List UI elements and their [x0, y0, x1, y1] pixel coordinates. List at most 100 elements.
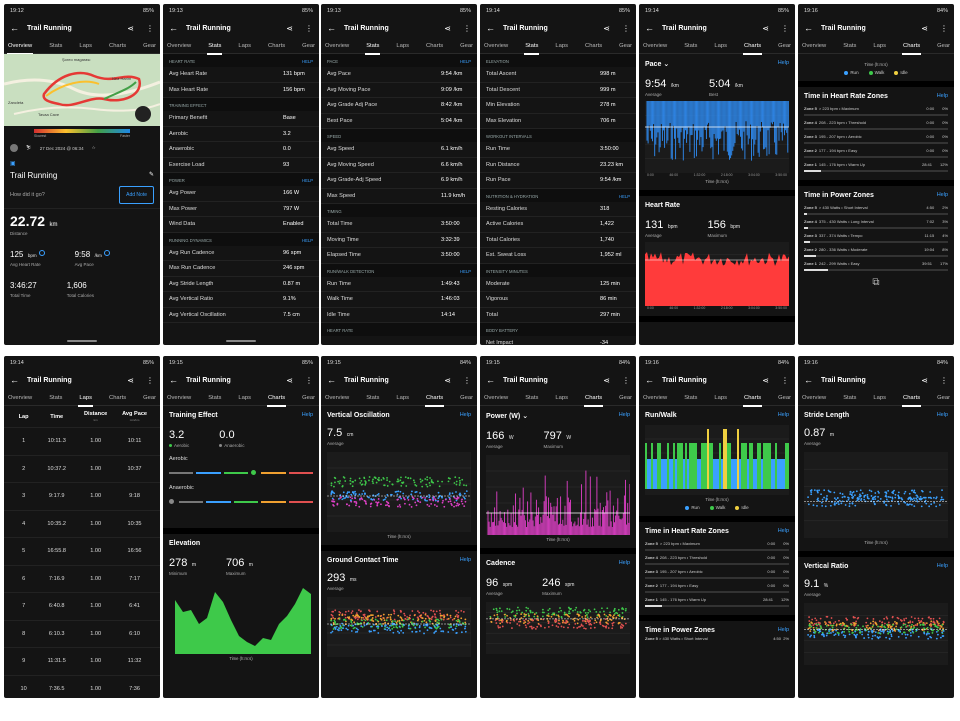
tab-overview[interactable]: Overview [325, 394, 350, 401]
help-link[interactable]: Help [777, 60, 789, 66]
share-icon[interactable]: ⋖ [603, 23, 610, 33]
tab-gear[interactable]: Gear [619, 42, 632, 49]
tab-gear[interactable]: Gear [619, 394, 632, 401]
tab-overview[interactable]: Overview [167, 394, 192, 401]
tab-gear[interactable]: Gear [778, 394, 791, 401]
tab-stats[interactable]: Stats [843, 394, 857, 401]
lap-row[interactable]: 7 6:40.8 1.00 6:41 [4, 593, 160, 621]
share-icon[interactable]: ⋖ [286, 375, 293, 385]
tab-laps[interactable]: Laps [555, 42, 568, 49]
tab-charts[interactable]: Charts [585, 42, 603, 49]
tab-overview[interactable]: Overview [484, 42, 509, 49]
help-link[interactable]: Help [301, 412, 313, 418]
tab-charts[interactable]: Charts [902, 40, 922, 55]
tab-charts[interactable]: Charts [426, 42, 444, 49]
more-icon[interactable]: ⋮ [940, 375, 948, 385]
more-icon[interactable]: ⋮ [622, 23, 630, 33]
share-icon[interactable]: ⋖ [921, 375, 928, 385]
share-icon[interactable]: ⋖ [762, 23, 769, 33]
back-arrow-icon[interactable]: ← [486, 23, 495, 33]
info-icon[interactable] [103, 249, 110, 256]
share-icon[interactable]: ⋖ [444, 23, 451, 33]
tab-charts[interactable]: Charts [268, 42, 286, 49]
more-icon[interactable]: ⋮ [940, 23, 948, 33]
help-link[interactable]: HELP [302, 237, 313, 243]
back-arrow-icon[interactable]: ← [804, 23, 813, 33]
help-link[interactable]: Help [777, 412, 789, 418]
tab-laps[interactable]: Laps [873, 42, 886, 49]
tab-gear[interactable]: Gear [143, 394, 156, 401]
tab-gear[interactable]: Gear [302, 394, 315, 401]
help-link[interactable]: HELP [460, 268, 471, 274]
share-icon[interactable]: ⋖ [603, 375, 610, 385]
tab-laps[interactable]: Laps [873, 394, 886, 401]
more-icon[interactable]: ⋮ [146, 23, 154, 33]
tab-gear[interactable]: Gear [937, 42, 950, 49]
tab-charts[interactable]: Charts [584, 392, 604, 407]
tab-stats[interactable]: Stats [207, 40, 223, 55]
help-link[interactable]: Help [618, 560, 630, 566]
tab-overview[interactable]: Overview [802, 394, 827, 401]
back-arrow-icon[interactable]: ← [645, 23, 654, 33]
tab-charts[interactable]: Charts [109, 394, 127, 401]
tab-overview[interactable]: Overview [167, 42, 192, 49]
lap-row[interactable]: 6 7:16.9 1.00 7:17 [4, 566, 160, 593]
tab-gear[interactable]: Gear [302, 42, 315, 49]
lap-row[interactable]: 10 7:36.5 1.00 7:36 [4, 676, 160, 699]
more-icon[interactable]: ⋮ [146, 375, 154, 385]
tab-overview[interactable]: Overview [643, 394, 668, 401]
tab-stats[interactable]: Stats [49, 42, 63, 49]
more-icon[interactable]: ⋮ [305, 375, 313, 385]
copy-icon[interactable]: ⧉ [872, 277, 880, 288]
tab-laps[interactable]: Laps [396, 394, 409, 401]
help-link[interactable]: HELP [460, 59, 471, 64]
help-link[interactable]: Help [618, 412, 630, 418]
help-link[interactable]: Help [459, 412, 471, 418]
lap-row[interactable]: 2 10:37.2 1.00 10:37 [4, 456, 160, 483]
back-arrow-icon[interactable]: ← [10, 23, 19, 33]
help-link[interactable]: HELP [302, 178, 313, 183]
back-arrow-icon[interactable]: ← [10, 375, 19, 385]
tab-laps[interactable]: Laps [714, 42, 727, 49]
more-icon[interactable]: ⋮ [781, 23, 789, 33]
lap-row[interactable]: 3 9:17.9 1.00 9:18 [4, 483, 160, 511]
help-link[interactable]: HELP [302, 59, 313, 64]
lap-row[interactable]: 8 6:10.3 1.00 6:10 [4, 621, 160, 648]
tab-overview[interactable]: Overview [8, 394, 33, 401]
tab-stats[interactable]: Stats [208, 394, 222, 401]
tab-stats[interactable]: Stats [524, 40, 540, 55]
tab-charts[interactable]: Charts [109, 42, 127, 49]
like-icon[interactable]: ☆ [91, 145, 96, 150]
add-note-button[interactable]: Add Note [119, 186, 154, 204]
share-icon[interactable]: ⋖ [444, 375, 451, 385]
tab-laps[interactable]: Laps [78, 392, 93, 407]
lap-row[interactable]: 9 11:31.5 1.00 11:32 [4, 648, 160, 676]
tab-overview[interactable]: Overview [325, 42, 350, 49]
power-title[interactable]: Power (W) ⌄ [486, 412, 528, 420]
share-icon[interactable]: ⋖ [127, 375, 134, 385]
tab-gear[interactable]: Gear [143, 42, 156, 49]
tab-laps[interactable]: Laps [238, 394, 251, 401]
help-link[interactable]: Help [936, 563, 948, 569]
tab-laps[interactable]: Laps [555, 394, 568, 401]
tab-laps[interactable]: Laps [79, 42, 92, 49]
tab-gear[interactable]: Gear [778, 42, 791, 49]
tab-charts[interactable]: Charts [743, 40, 763, 55]
share-icon[interactable]: ⋖ [762, 375, 769, 385]
more-icon[interactable]: ⋮ [622, 375, 630, 385]
back-arrow-icon[interactable]: ← [169, 23, 178, 33]
help-link[interactable]: Help [777, 528, 789, 534]
tab-laps[interactable]: Laps [396, 42, 409, 49]
tab-stats[interactable]: Stats [525, 394, 539, 401]
tab-stats[interactable]: Stats [684, 394, 698, 401]
help-link[interactable]: Help [936, 93, 948, 99]
help-link[interactable]: Help [936, 192, 948, 198]
more-icon[interactable]: ⋮ [781, 375, 789, 385]
lap-row[interactable]: 5 16:55.8 1.00 16:56 [4, 538, 160, 566]
share-icon[interactable]: ⋖ [286, 23, 293, 33]
help-link[interactable]: Help [777, 627, 789, 633]
share-icon[interactable]: ⋖ [127, 23, 134, 33]
tab-stats[interactable]: Stats [365, 40, 381, 55]
tab-charts[interactable]: Charts [267, 392, 287, 407]
tab-stats[interactable]: Stats [366, 394, 380, 401]
